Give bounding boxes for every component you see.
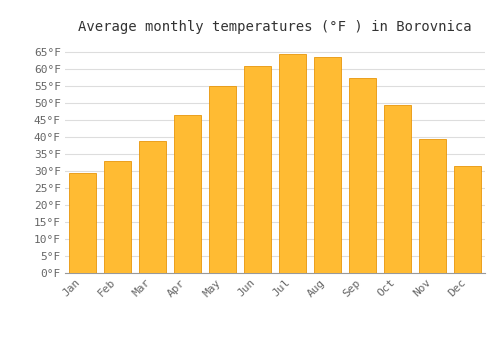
Bar [314,57,340,273]
Bar [70,173,96,273]
Bar [280,54,305,273]
Bar [140,140,166,273]
Title: Average monthly temperatures (°F ) in Borovnica: Average monthly temperatures (°F ) in Bo… [78,20,472,34]
Bar [454,166,480,273]
Bar [420,139,446,273]
Bar [244,66,270,273]
Bar [210,86,236,273]
Bar [384,105,410,273]
Bar [350,78,376,273]
Bar [104,161,130,273]
Bar [174,115,201,273]
